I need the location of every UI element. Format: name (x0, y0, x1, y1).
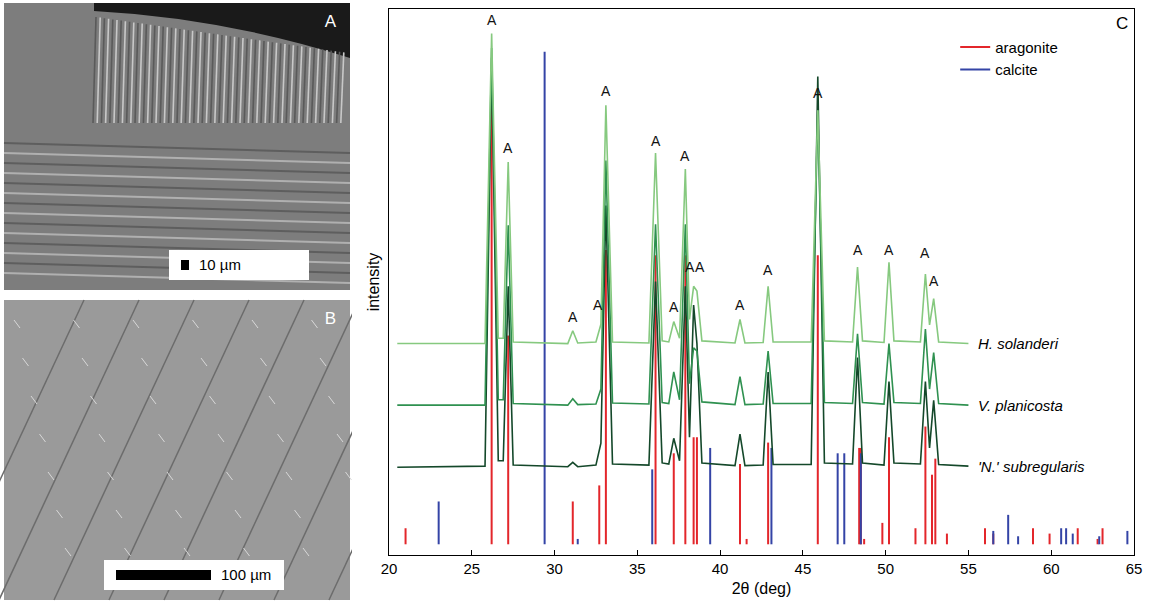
svg-text:'N.' subregularis: 'N.' subregularis (978, 458, 1085, 475)
svg-text:25: 25 (463, 560, 480, 577)
svg-text:intensity: intensity (365, 253, 382, 312)
svg-text:B: B (325, 309, 336, 328)
svg-text:100 µm: 100 µm (221, 566, 271, 583)
svg-text:A: A (853, 242, 863, 258)
svg-text:40: 40 (712, 560, 729, 577)
svg-text:45: 45 (795, 560, 812, 577)
svg-text:A: A (763, 262, 773, 278)
svg-text:A: A (929, 273, 939, 289)
svg-text:calcite: calcite (995, 61, 1038, 78)
svg-text:20: 20 (381, 560, 398, 577)
svg-text:aragonite: aragonite (995, 39, 1058, 56)
svg-text:V. planicosta: V. planicosta (978, 397, 1063, 414)
svg-text:A: A (651, 133, 661, 149)
svg-text:A: A (601, 83, 611, 99)
svg-text:A: A (593, 297, 603, 313)
svg-text:A: A (685, 259, 695, 275)
svg-text:C: C (1116, 14, 1128, 33)
svg-text:55: 55 (960, 560, 977, 577)
svg-text:A: A (487, 12, 497, 28)
svg-text:A: A (920, 245, 930, 261)
svg-text:10 µm: 10 µm (199, 256, 241, 273)
svg-text:60: 60 (1043, 560, 1060, 577)
svg-text:H. solanderi: H. solanderi (978, 335, 1059, 352)
svg-text:A: A (813, 85, 823, 101)
svg-text:30: 30 (546, 560, 563, 577)
svg-text:A: A (325, 12, 337, 31)
svg-text:A: A (568, 309, 578, 325)
svg-text:A: A (680, 148, 690, 164)
svg-text:A: A (735, 297, 745, 313)
svg-text:50: 50 (877, 560, 894, 577)
svg-text:35: 35 (629, 560, 646, 577)
svg-text:65: 65 (1126, 560, 1143, 577)
svg-text:2θ (deg): 2θ (deg) (732, 580, 792, 597)
svg-text:A: A (503, 140, 513, 156)
svg-text:A: A (884, 242, 894, 258)
svg-text:A: A (669, 299, 679, 315)
svg-text:A: A (695, 259, 705, 275)
